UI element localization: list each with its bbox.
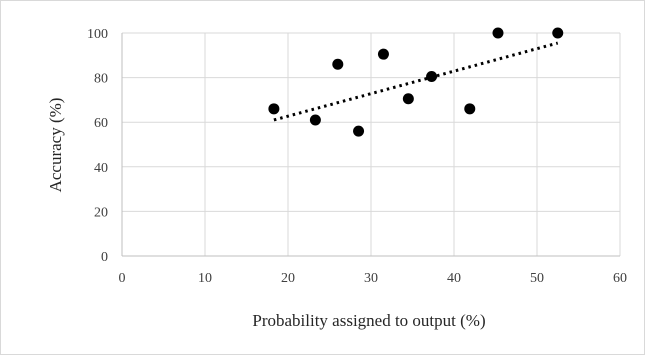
y-tick-label: 80 [94,72,108,87]
data-points [268,27,564,137]
data-point [492,27,504,39]
x-axis-title: Probability assigned to output (%) [252,311,485,330]
data-point [332,58,344,70]
data-point [353,125,365,137]
data-point [464,103,476,115]
data-point [309,114,321,126]
x-tick-label: 60 [613,271,627,286]
data-point [268,103,280,115]
x-tick-label: 20 [281,271,295,286]
tick-labels: 0 20 40 60 80 100 0 10 20 30 40 50 60 [87,27,627,286]
x-tick-label: 30 [364,271,378,286]
y-tick-label: 40 [94,161,108,176]
y-axis-title: Accuracy (%) [46,98,65,193]
data-point [402,93,414,105]
axes [121,33,620,257]
x-tick-label: 0 [119,271,126,286]
data-point [377,48,389,60]
data-point [552,27,564,39]
y-tick-label: 100 [87,27,108,42]
data-point [426,70,438,82]
x-tick-label: 50 [530,271,544,286]
y-tick-label: 20 [94,205,108,220]
y-tick-label: 60 [94,116,108,131]
grid-lines [122,32,621,256]
trendline-layer [273,41,559,122]
y-tick-label: 0 [101,250,108,265]
trendline [273,41,559,122]
x-tick-label: 10 [198,271,212,286]
x-tick-label: 40 [447,271,461,286]
